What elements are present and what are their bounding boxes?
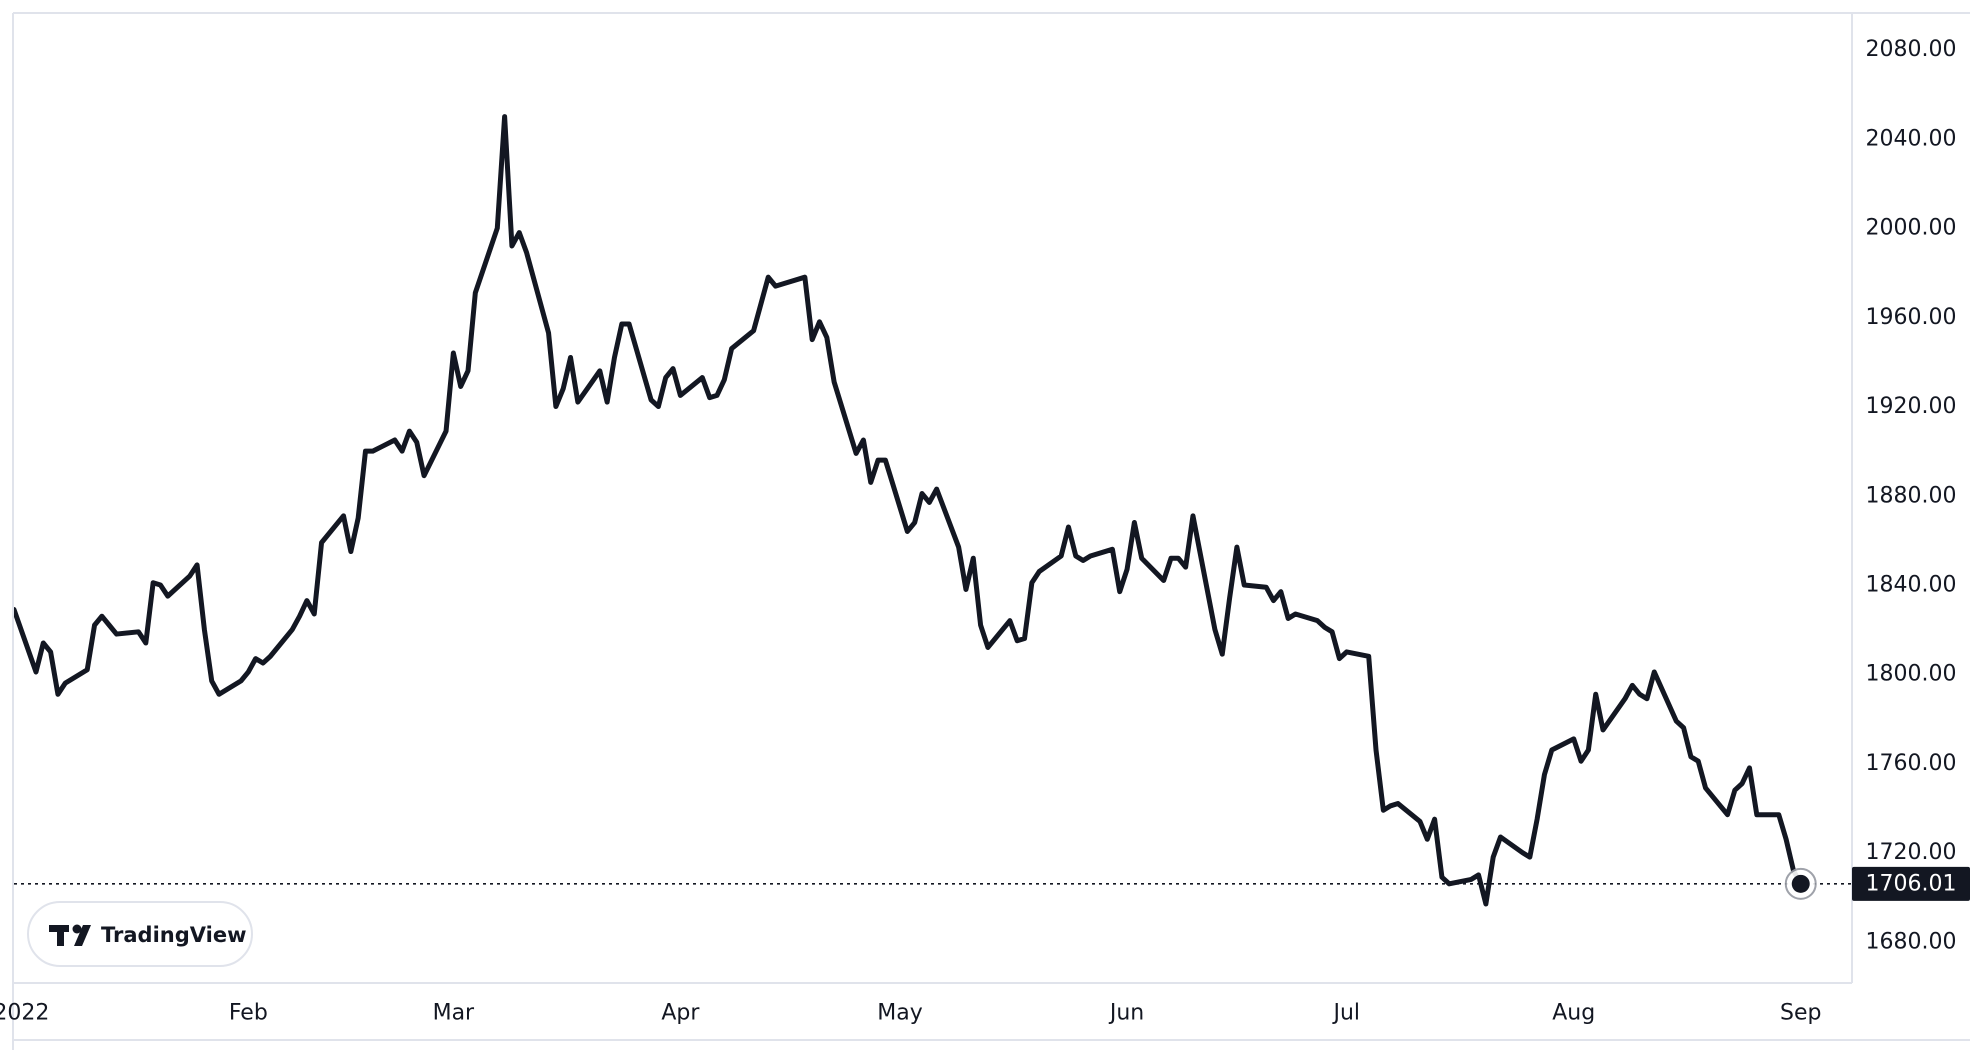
price-axis-tick: 2080.00: [1866, 37, 1957, 62]
price-axis-tick: 2000.00: [1866, 216, 1957, 241]
price-points: [13, 116, 1802, 905]
price-axis-tick: 1960.00: [1866, 305, 1957, 330]
last-point-marker: [1791, 874, 1810, 893]
tradingview-logo[interactable]: TradingView: [27, 901, 253, 967]
time-axis-tick: 2022: [0, 1001, 49, 1026]
time-axis-tick: Apr: [661, 1001, 700, 1026]
price-axis-tick: 1880.00: [1866, 483, 1957, 508]
last-price-value: 1706.01: [1866, 871, 1957, 896]
time-axis-tick: Aug: [1552, 1001, 1595, 1026]
price-axis-tick: 2040.00: [1866, 126, 1957, 151]
tradingview-logo-text: TradingView: [101, 923, 246, 947]
time-axis-tick: Mar: [433, 1001, 475, 1026]
time-axis[interactable]: 2022 Feb Mar Apr May Jun Jul Aug Sep: [0, 1001, 1821, 1026]
price-axis[interactable]: 1680.00 1720.00 1760.00 1800.00 1840.00 1880.…: [1866, 37, 1957, 954]
last-price-label: 1706.01: [1852, 866, 1970, 901]
time-axis-tick: May: [877, 1001, 922, 1026]
price-axis-tick: 1760.00: [1866, 751, 1957, 776]
tradingview-logo-icon: [49, 924, 91, 946]
time-axis-tick: Feb: [229, 1001, 268, 1026]
time-axis-tick: Jun: [1108, 1001, 1144, 1026]
price-series-line: [14, 114, 1804, 907]
price-axis-tick: 1720.00: [1866, 840, 1957, 865]
time-axis-tick: Sep: [1780, 1001, 1821, 1026]
price-axis-tick: 1920.00: [1866, 394, 1957, 419]
price-axis-tick: 1800.00: [1866, 662, 1957, 687]
time-axis-tick: Jul: [1331, 1001, 1360, 1026]
price-axis-tick: 1680.00: [1866, 929, 1957, 954]
price-axis-tick: 1840.00: [1866, 572, 1957, 597]
